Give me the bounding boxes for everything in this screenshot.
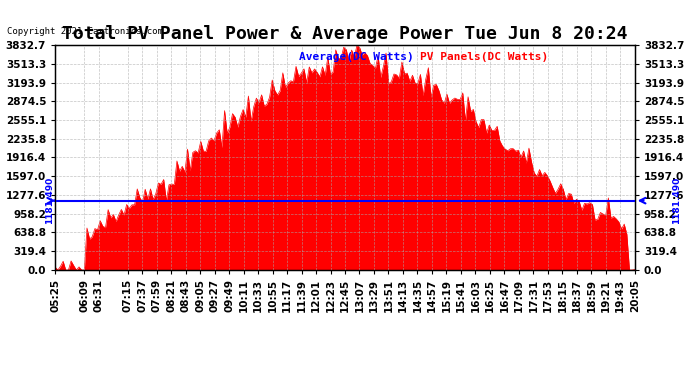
Text: 1181.490: 1181.490 [45,177,54,224]
Text: Average(DC Watts): Average(DC Watts) [299,52,413,62]
Title: Total PV Panel Power & Average Power Tue Jun 8 20:24: Total PV Panel Power & Average Power Tue… [62,26,628,44]
Text: 1181.490: 1181.490 [673,177,682,224]
Text: PV Panels(DC Watts): PV Panels(DC Watts) [420,52,549,62]
Text: Copyright 2021 Cartronics.com: Copyright 2021 Cartronics.com [7,27,163,36]
